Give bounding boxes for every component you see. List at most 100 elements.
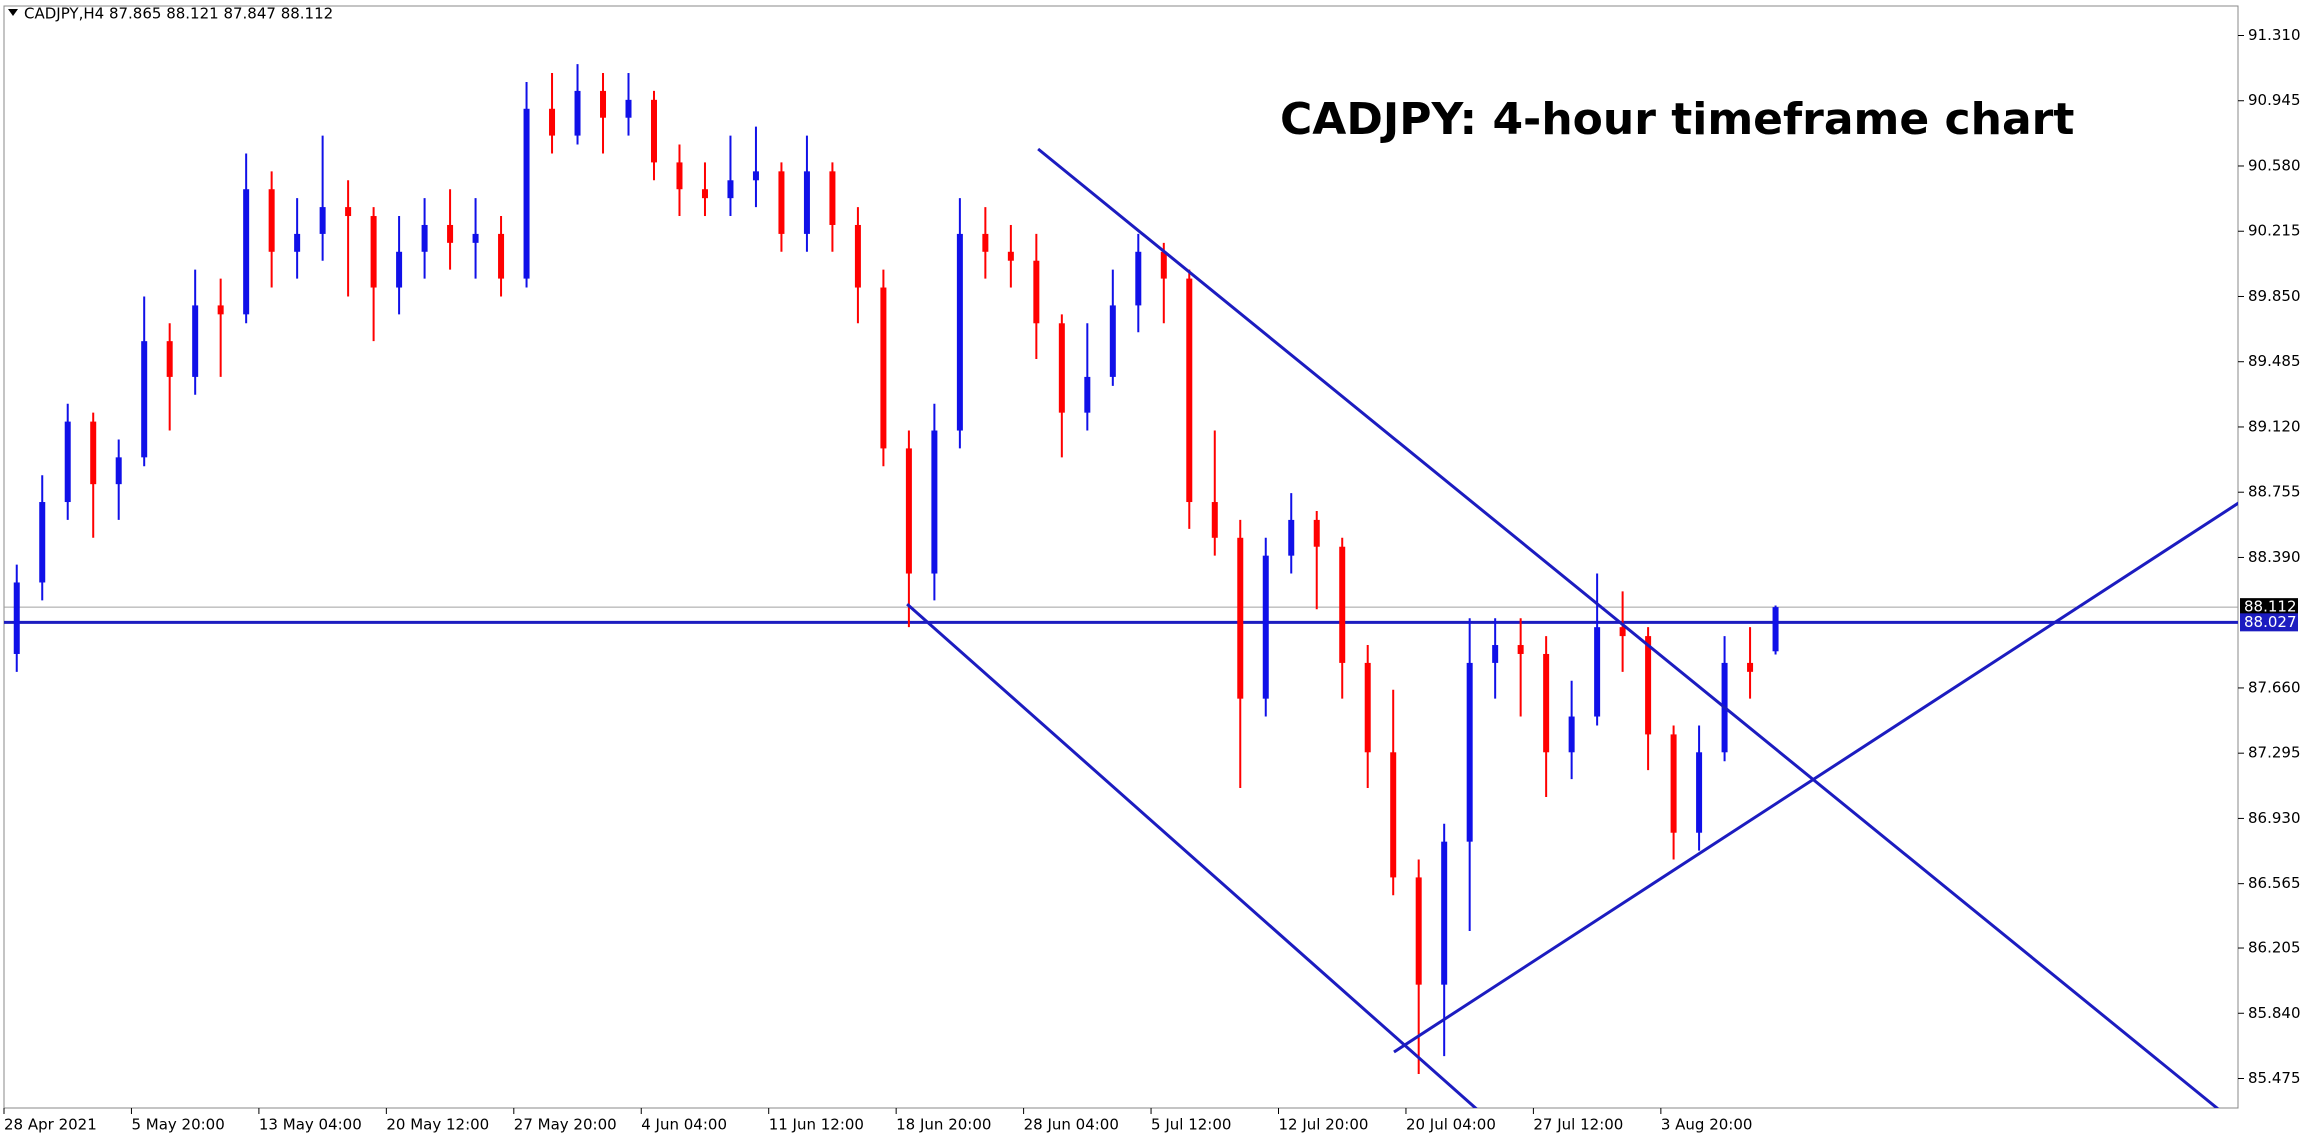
trendline	[906, 602, 1478, 1108]
price-label: 88.112	[2244, 598, 2297, 616]
candle-body	[1568, 716, 1575, 753]
candle-body	[523, 108, 530, 279]
candle-body	[752, 171, 759, 181]
candle-body	[676, 162, 683, 190]
y-tick-label: 88.755	[2248, 483, 2300, 501]
candle-body	[1772, 607, 1779, 652]
price-label: 88.027	[2244, 613, 2297, 631]
y-tick-label: 90.945	[2248, 91, 2300, 109]
candle-body	[192, 305, 199, 377]
y-tick-label: 87.660	[2248, 678, 2300, 696]
candle-body	[1747, 662, 1754, 672]
candle-body	[141, 341, 148, 458]
candle-body	[498, 233, 505, 279]
candle-body	[166, 341, 173, 377]
candle-body	[600, 90, 607, 118]
candle-body	[1135, 251, 1142, 306]
candle-body	[1364, 662, 1371, 753]
candle-body	[268, 189, 275, 252]
candle-body	[1441, 841, 1448, 985]
trendline	[1393, 501, 2238, 1054]
candle-body	[421, 224, 428, 252]
y-tick-label: 90.215	[2248, 222, 2300, 240]
candle-body	[1160, 251, 1167, 279]
candle-body	[1517, 645, 1524, 654]
candle-body	[370, 216, 377, 288]
candle-body	[1619, 627, 1626, 637]
candle-body	[931, 430, 938, 574]
candle-body	[1492, 645, 1499, 663]
y-tick-label: 89.850	[2248, 287, 2300, 305]
candle-body	[1186, 278, 1193, 503]
candle-body	[294, 233, 301, 252]
x-tick-label: 27 May 20:00	[514, 1116, 617, 1134]
x-tick-label: 5 May 20:00	[131, 1116, 224, 1134]
candle-body	[625, 99, 632, 118]
x-tick-label: 5 Jul 12:00	[1151, 1116, 1231, 1134]
candle-body	[956, 233, 963, 431]
candle-body	[447, 224, 454, 243]
x-tick-label: 18 Jun 20:00	[896, 1116, 991, 1134]
chart-header: CADJPY,H4 87.865 88.121 87.847 88.112	[24, 5, 333, 23]
candle-body	[1415, 877, 1422, 985]
candle-body	[1058, 323, 1065, 413]
price-label-box	[2240, 613, 2298, 632]
candle-body	[905, 448, 912, 574]
plot-area	[4, 64, 2238, 1108]
candle-body	[1288, 519, 1295, 556]
candle-body	[1543, 653, 1550, 753]
x-tick-label: 13 May 04:00	[259, 1116, 362, 1134]
candle-body	[727, 180, 734, 199]
candle-body	[115, 457, 122, 485]
y-tick-label: 86.565	[2248, 874, 2300, 892]
candle-body	[1313, 519, 1320, 547]
chart-title: CADJPY: 4-hour timeframe chart	[1280, 94, 2074, 145]
candle-body	[1109, 305, 1116, 377]
candle-body	[982, 233, 989, 252]
candle-body	[549, 108, 556, 136]
candle-body	[1696, 752, 1703, 833]
candle-body	[574, 90, 581, 136]
candle-body	[90, 421, 97, 485]
trendline	[1037, 147, 2220, 1108]
x-tick-label: 28 Jun 04:00	[1024, 1116, 1119, 1134]
y-tick-label: 86.930	[2248, 809, 2300, 827]
x-tick-label: 20 May 12:00	[386, 1116, 489, 1134]
candle-body	[217, 305, 224, 315]
y-tick-label: 85.840	[2248, 1004, 2300, 1022]
y-tick-label: 87.295	[2248, 744, 2300, 762]
candle-body	[243, 189, 250, 315]
y-tick-label: 88.390	[2248, 548, 2300, 566]
menu-triangle[interactable]	[8, 9, 18, 16]
y-tick-label: 90.580	[2248, 156, 2300, 174]
candle-body	[1645, 636, 1652, 735]
candle-body	[1339, 546, 1346, 663]
y-tick-label: 89.120	[2248, 417, 2300, 435]
x-tick-label: 27 Jul 12:00	[1533, 1116, 1623, 1134]
x-tick-label: 12 Jul 20:00	[1279, 1116, 1369, 1134]
candle-body	[701, 189, 708, 199]
candle-body	[396, 251, 403, 288]
x-tick-label: 3 Aug 20:00	[1661, 1116, 1753, 1134]
y-tick-label: 91.310	[2248, 26, 2300, 44]
x-tick-label: 28 Apr 2021	[4, 1116, 97, 1134]
x-tick-label: 4 Jun 04:00	[641, 1116, 727, 1134]
y-tick-label: 86.205	[2248, 939, 2300, 957]
candle-body	[803, 171, 810, 234]
x-tick-label: 20 Jul 04:00	[1406, 1116, 1496, 1134]
candle-body	[1007, 251, 1014, 261]
candle-body	[778, 171, 785, 234]
price-label-box	[2240, 598, 2298, 617]
candle-body	[650, 99, 657, 163]
candle-body	[1211, 502, 1218, 538]
candle-body	[345, 207, 352, 217]
candle-body	[1262, 555, 1269, 699]
candle-body	[854, 224, 861, 288]
candle-body	[319, 207, 326, 234]
candle-body	[13, 582, 20, 654]
candle-body	[880, 287, 887, 449]
x-tick-label: 11 Jun 12:00	[769, 1116, 864, 1134]
candle-body	[1033, 260, 1040, 324]
